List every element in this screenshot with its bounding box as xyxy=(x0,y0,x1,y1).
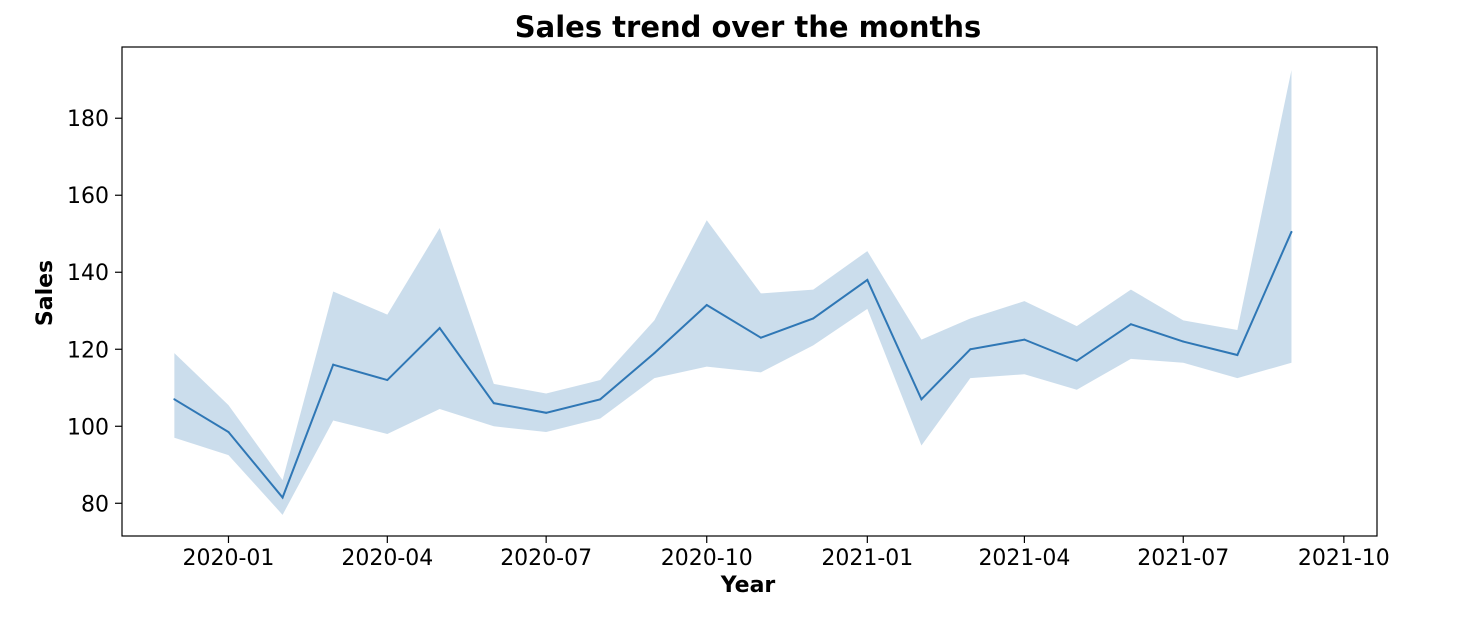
y-axis-label: Sales xyxy=(33,260,58,326)
data-point xyxy=(1023,338,1026,341)
x-tick-label: 2021-04 xyxy=(978,546,1070,571)
x-tick-label: 2020-07 xyxy=(500,546,592,571)
data-point xyxy=(759,336,762,339)
y-axis: 80 100 120 140 160 180 xyxy=(67,107,122,517)
data-point xyxy=(173,398,176,401)
data-point xyxy=(1182,340,1185,343)
data-point xyxy=(438,327,441,330)
x-axis: 2020-01 2020-04 2020-07 2020-10 2021-01 2021-… xyxy=(183,536,1390,571)
data-point xyxy=(1290,230,1293,233)
y-tick-label: 80 xyxy=(81,492,109,517)
data-point xyxy=(1075,359,1078,362)
data-point xyxy=(866,278,869,281)
data-point xyxy=(492,402,495,405)
x-tick-label: 2021-07 xyxy=(1137,546,1229,571)
y-tick-label: 120 xyxy=(67,338,109,363)
data-point xyxy=(1129,323,1132,326)
x-tick-label: 2020-04 xyxy=(341,546,433,571)
data-point xyxy=(969,348,972,351)
data-point xyxy=(1236,354,1239,357)
x-tick-label: 2020-10 xyxy=(661,546,753,571)
x-axis-label: Year xyxy=(720,573,776,598)
data-point xyxy=(545,411,548,414)
data-point xyxy=(386,379,389,382)
axes-frame xyxy=(121,46,1378,537)
data-point xyxy=(281,496,284,499)
plot-area xyxy=(173,70,1293,515)
x-tick-label: 2021-01 xyxy=(821,546,913,571)
y-tick-label: 100 xyxy=(67,415,109,440)
data-point xyxy=(599,398,602,401)
sales-series-line xyxy=(173,231,1293,500)
y-tick-label: 140 xyxy=(67,261,109,286)
data-point xyxy=(653,352,656,355)
data-point xyxy=(812,317,815,320)
data-point xyxy=(920,398,923,401)
x-tick-label: 2021-10 xyxy=(1298,546,1390,571)
confidence-band xyxy=(174,70,1292,515)
data-point xyxy=(332,363,335,366)
data-point xyxy=(227,431,230,434)
x-tick-label: 2020-01 xyxy=(183,546,275,571)
chart-title: Sales trend over the months xyxy=(515,10,981,44)
y-tick-label: 160 xyxy=(67,184,109,209)
y-tick-label: 180 xyxy=(67,107,109,132)
data-point xyxy=(705,303,708,306)
